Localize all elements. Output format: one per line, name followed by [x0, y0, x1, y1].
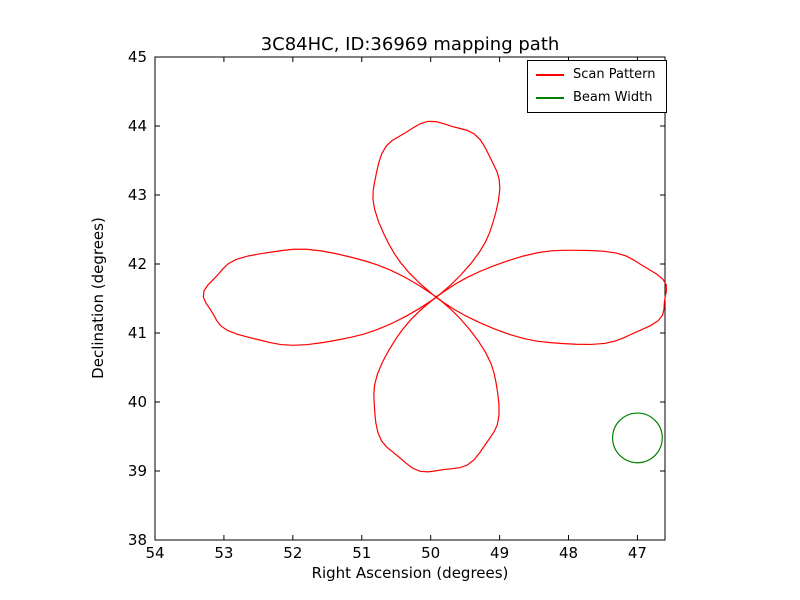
legend-label-beam-width: Beam Width	[573, 90, 653, 105]
y-tick-label: 41	[128, 324, 147, 342]
x-tick-label: 53	[214, 544, 233, 562]
y-tick-label: 45	[128, 48, 147, 66]
x-tick-label: 48	[559, 544, 578, 562]
x-tick-label: 54	[145, 544, 164, 562]
legend-label-scan-pattern: Scan Pattern	[573, 67, 656, 82]
plot-generated-layer: 54 53 52 51 50 49 48 47 38 39 40 41 42 43 44 45	[128, 48, 667, 562]
y-tick-label: 39	[128, 462, 147, 480]
x-tick-label: 52	[283, 544, 302, 562]
y-tick-label: 40	[128, 393, 147, 411]
x-tick-label: 47	[628, 544, 647, 562]
beam-width-circle	[612, 412, 663, 464]
x-tick-label: 51	[352, 544, 371, 562]
beam-width-line-sample	[536, 96, 564, 99]
scan-pattern-path	[202, 120, 667, 473]
y-axis-label: Declination (degrees)	[89, 217, 107, 379]
y-tick-label: 42	[128, 255, 147, 273]
y-tick-label: 43	[128, 186, 147, 204]
legend-item-beam-width: Beam Width	[536, 90, 656, 105]
y-tick-label: 44	[128, 117, 147, 135]
x-tick-label: 50	[421, 544, 440, 562]
legend: Scan Pattern Beam Width	[527, 60, 667, 113]
x-axis-label: Right Ascension (degrees)	[312, 564, 509, 582]
scan-pattern-line-sample	[536, 73, 564, 76]
x-tick-label: 49	[490, 544, 509, 562]
chart-title: 3C84HC, ID:36969 mapping path	[261, 34, 560, 55]
legend-item-scan-pattern: Scan Pattern	[536, 67, 656, 82]
y-tick-label: 38	[128, 531, 147, 549]
